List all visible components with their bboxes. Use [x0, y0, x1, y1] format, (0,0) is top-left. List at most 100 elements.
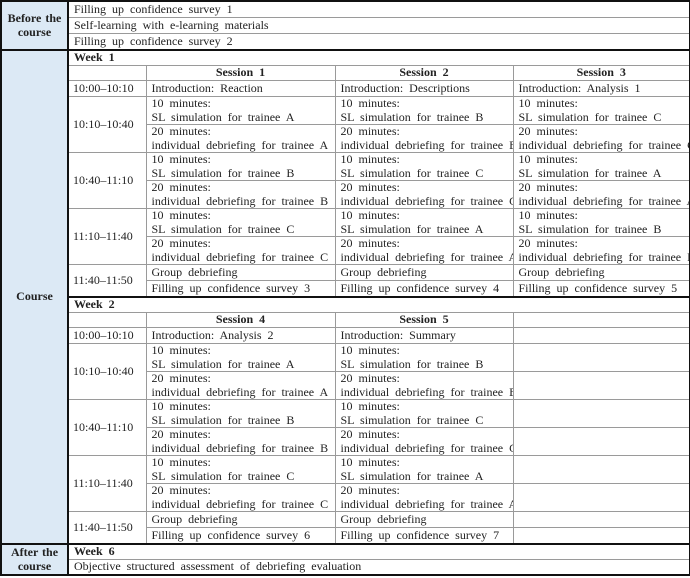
- activity-cell: 10 minutes: SL simulation for trainee A: [145, 96, 336, 125]
- activity-cell: 20 minutes: individual debriefing for tr…: [145, 371, 336, 400]
- table-row: After the course Week 6: [0, 543, 690, 576]
- week-title: Week 2: [67, 296, 690, 313]
- activity-cell: 10 minutes: SL simulation for trainee B: [145, 152, 336, 181]
- activity-cell: 20 minutes: individual debriefing for tr…: [145, 124, 336, 153]
- activity-cell: 10 minutes: SL simulation for trainee C: [512, 96, 690, 125]
- table-row: 20 minutes: individual debriefing for tr…: [1, 124, 690, 153]
- table-row: Week 2: [1, 296, 690, 313]
- activity-cell: 20 minutes: individual debriefing for tr…: [512, 124, 690, 153]
- activity-cell: 10 minutes: SL simulation for trainee A: [334, 455, 514, 484]
- activity-cell: Group debriefing: [145, 511, 336, 528]
- time-slot: 11:40–11:50: [67, 264, 147, 298]
- table-row: 20 minutes: individual debriefing for tr…: [1, 427, 690, 456]
- activity-cell: Group debriefing: [145, 264, 336, 281]
- table-row: 10:00–10:10 Introduction: Analysis 2 Intro…: [1, 327, 690, 344]
- activity-cell: Introduction: Analysis 2: [145, 327, 336, 344]
- activity-cell: Introduction: Analysis 1: [512, 80, 690, 97]
- table-row: Self-learning with e-learning materials: [1, 17, 690, 34]
- table-row: 10:10–10:40 10 minutes: SL simulation for…: [1, 96, 690, 153]
- table-row: 20 minutes: individual debriefing for tr…: [1, 483, 690, 512]
- phase-label-before: Before the course: [0, 0, 69, 51]
- session-header: Session 3: [512, 65, 690, 81]
- activity-cell: [512, 427, 690, 456]
- activity-cell: Filling up confidence survey 6: [145, 527, 336, 545]
- week-title: Week 6: [67, 543, 690, 560]
- activity-cell: Filling up confidence survey 7: [334, 527, 514, 545]
- activity-cell: 20 minutes: individual debriefing for tr…: [512, 180, 690, 209]
- activity-cell: 10 minutes: SL simulation for trainee C: [334, 152, 514, 181]
- activity-cell: 20 minutes: individual debriefing for tr…: [512, 236, 690, 265]
- activity-cell: Filling up confidence survey 5: [512, 280, 690, 298]
- table-row: 11:40–11:50 Group debriefing Group debrief…: [1, 511, 690, 545]
- activity-cell: Introduction: Descriptions: [334, 80, 514, 97]
- activity-cell: 20 minutes: individual debriefing for tr…: [334, 371, 514, 400]
- time-slot: 11:10–11:40: [67, 455, 147, 512]
- session-header: Session 2: [334, 65, 514, 81]
- table-row: Filling up confidence survey 3 Filling up…: [1, 280, 690, 298]
- session-header: Session 4: [145, 312, 336, 328]
- time-slot: 10:00–10:10: [67, 80, 147, 97]
- activity-cell: [512, 399, 690, 428]
- activity-cell: [512, 527, 690, 545]
- activity-cell: Filling up confidence survey 4: [334, 280, 514, 298]
- activity-cell: 20 minutes: individual debriefing for tr…: [334, 236, 514, 265]
- before-item: Self-learning with e-learning materials: [67, 17, 690, 34]
- activity-cell: 10 minutes: SL simulation for trainee A: [145, 343, 336, 372]
- session-header: Session 1: [145, 65, 336, 81]
- activity-cell: 10 minutes: SL simulation for trainee C: [334, 399, 514, 428]
- table-row: Session 1 Session 2 Session 3: [1, 65, 690, 81]
- activity-cell: [512, 327, 690, 344]
- activity-cell: 20 minutes: individual debriefing for tr…: [334, 427, 514, 456]
- activity-cell: Group debriefing: [334, 511, 514, 528]
- time-slot: 10:10–10:40: [67, 96, 147, 153]
- phase-label-course: Course: [0, 49, 69, 545]
- table-row: 11:10–11:40 10 minutes: SL simulation for…: [1, 455, 690, 512]
- table-row: 10:40–11:10 10 minutes: SL simulation for…: [1, 152, 690, 209]
- activity-cell: Introduction: Summary: [334, 327, 514, 344]
- activity-cell: [512, 511, 690, 528]
- activity-cell: 20 minutes: individual debriefing for tr…: [334, 124, 514, 153]
- activity-cell: [512, 483, 690, 512]
- activity-cell: 10 minutes: SL simulation for trainee A: [512, 152, 690, 181]
- activity-cell: [512, 371, 690, 400]
- activity-cell: 10 minutes: SL simulation for trainee B: [512, 208, 690, 237]
- activity-cell: 10 minutes: SL simulation for trainee C: [145, 455, 336, 484]
- table-row: Objective structured assessment of debri…: [1, 559, 690, 576]
- table-row: 10:40–11:10 10 minutes: SL simulation for…: [1, 399, 690, 456]
- table-row: 11:40–11:50 Group debriefing Group debrief…: [1, 264, 690, 298]
- time-slot: 10:40–11:10: [67, 152, 147, 209]
- session-header: Session 5: [334, 312, 514, 328]
- activity-cell: [512, 343, 690, 372]
- activity-cell: Group debriefing: [512, 264, 690, 281]
- time-slot: 10:40–11:10: [67, 399, 147, 456]
- activity-cell: 20 minutes: individual debriefing for tr…: [334, 483, 514, 512]
- activity-cell: 20 minutes: individual debriefing for tr…: [145, 427, 336, 456]
- activity-cell: Group debriefing: [334, 264, 514, 281]
- time-slot: 11:10–11:40: [67, 208, 147, 265]
- table-row: Course Week 1: [0, 49, 690, 545]
- table-row: 10:10–10:40 10 minutes: SL simulation for…: [1, 343, 690, 400]
- activity-cell: 10 minutes: SL simulation for trainee C: [145, 208, 336, 237]
- week-title: Week 1: [67, 49, 690, 66]
- time-slot: 11:40–11:50: [67, 511, 147, 545]
- time-header: [67, 312, 147, 328]
- table-row: Filling up confidence survey 2: [1, 33, 690, 51]
- activity-cell: 20 minutes: individual debriefing for tr…: [145, 180, 336, 209]
- time-slot: 10:00–10:10: [67, 327, 147, 344]
- table-row: 20 minutes: individual debriefing for tr…: [1, 236, 690, 265]
- table-row: Session 4 Session 5: [1, 312, 690, 328]
- activity-cell: Filling up confidence survey 3: [145, 280, 336, 298]
- table-row: Before the course Filling up confidence s…: [0, 0, 690, 51]
- activity-cell: 10 minutes: SL simulation for trainee B: [334, 96, 514, 125]
- activity-cell: 10 minutes: SL simulation for trainee B: [145, 399, 336, 428]
- before-item: Filling up confidence survey 2: [67, 33, 690, 51]
- session-header: [512, 312, 690, 328]
- table-row: 11:10–11:40 10 minutes: SL simulation for…: [1, 208, 690, 265]
- table-row: 10:00–10:10 Introduction: Reaction Introdu…: [1, 80, 690, 97]
- activity-cell: [512, 455, 690, 484]
- activity-cell: 20 minutes: individual debriefing for tr…: [334, 180, 514, 209]
- phase-label-after: After the course: [0, 543, 69, 576]
- before-item: Filling up confidence survey 1: [67, 0, 690, 18]
- activity-cell: 10 minutes: SL simulation for trainee B: [334, 343, 514, 372]
